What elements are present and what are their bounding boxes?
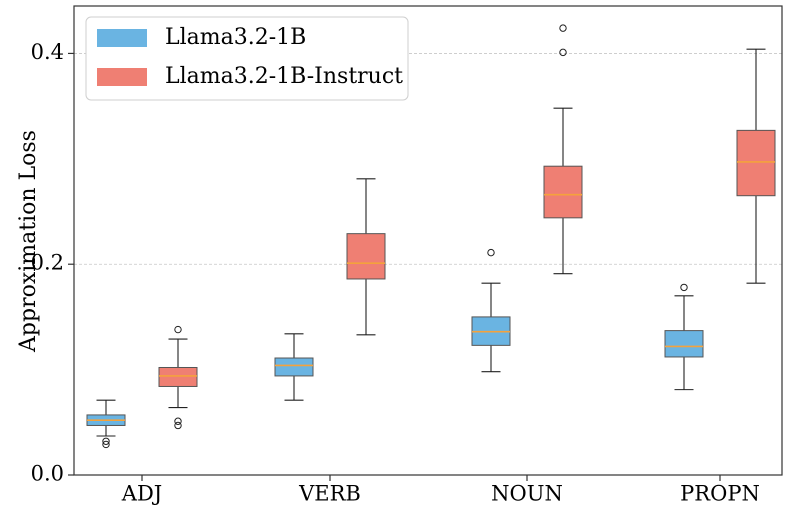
box-group [664, 283, 704, 391]
y-tick-label: 0.4 [31, 40, 64, 64]
plot-frame [73, 5, 783, 476]
x-tick-label: NOUN [491, 482, 563, 506]
box-group [274, 333, 314, 401]
legend-swatch-base [97, 29, 147, 47]
outlier-point [102, 440, 110, 449]
iqr-box [346, 233, 386, 280]
iqr-box [274, 357, 314, 377]
x-tick-label: ADJ [121, 482, 162, 506]
outlier-point [559, 24, 567, 32]
iqr-box [543, 165, 583, 219]
legend-label-instruct: Llama3.2-1B-Instruct [165, 64, 403, 89]
outlier-point [174, 417, 182, 425]
legend-swatch-instruct [97, 68, 147, 86]
iqr-box [664, 330, 704, 358]
box-group [736, 48, 776, 284]
outlier-point [174, 325, 182, 334]
outlier-point [102, 437, 110, 445]
y-tick-label: 0.2 [31, 251, 64, 275]
box-series [86, 24, 776, 449]
box-group [471, 248, 511, 373]
y-axis-title: Approximation Loss [16, 130, 41, 353]
axis-ticks: 0.0 0.2 0.4 ADJ VERB NOUN PROPN [31, 40, 760, 506]
outlier-point [559, 48, 567, 57]
x-tick-label: PROPN [680, 482, 760, 506]
outlier-point [680, 283, 688, 292]
iqr-box [736, 129, 776, 197]
outlier-point [487, 248, 495, 257]
box-group [543, 24, 583, 275]
outlier-point [174, 421, 182, 430]
box-group [346, 178, 386, 336]
box-group [158, 325, 198, 430]
legend: Llama3.2-1B Llama3.2-1B-Instruct [85, 16, 409, 101]
y-tick-label: 0.0 [31, 462, 64, 486]
box-group [86, 399, 126, 449]
legend-frame [85, 16, 409, 101]
legend-label-base: Llama3.2-1B [165, 25, 306, 50]
x-tick-label: VERB [298, 482, 361, 506]
iqr-box [158, 366, 198, 387]
